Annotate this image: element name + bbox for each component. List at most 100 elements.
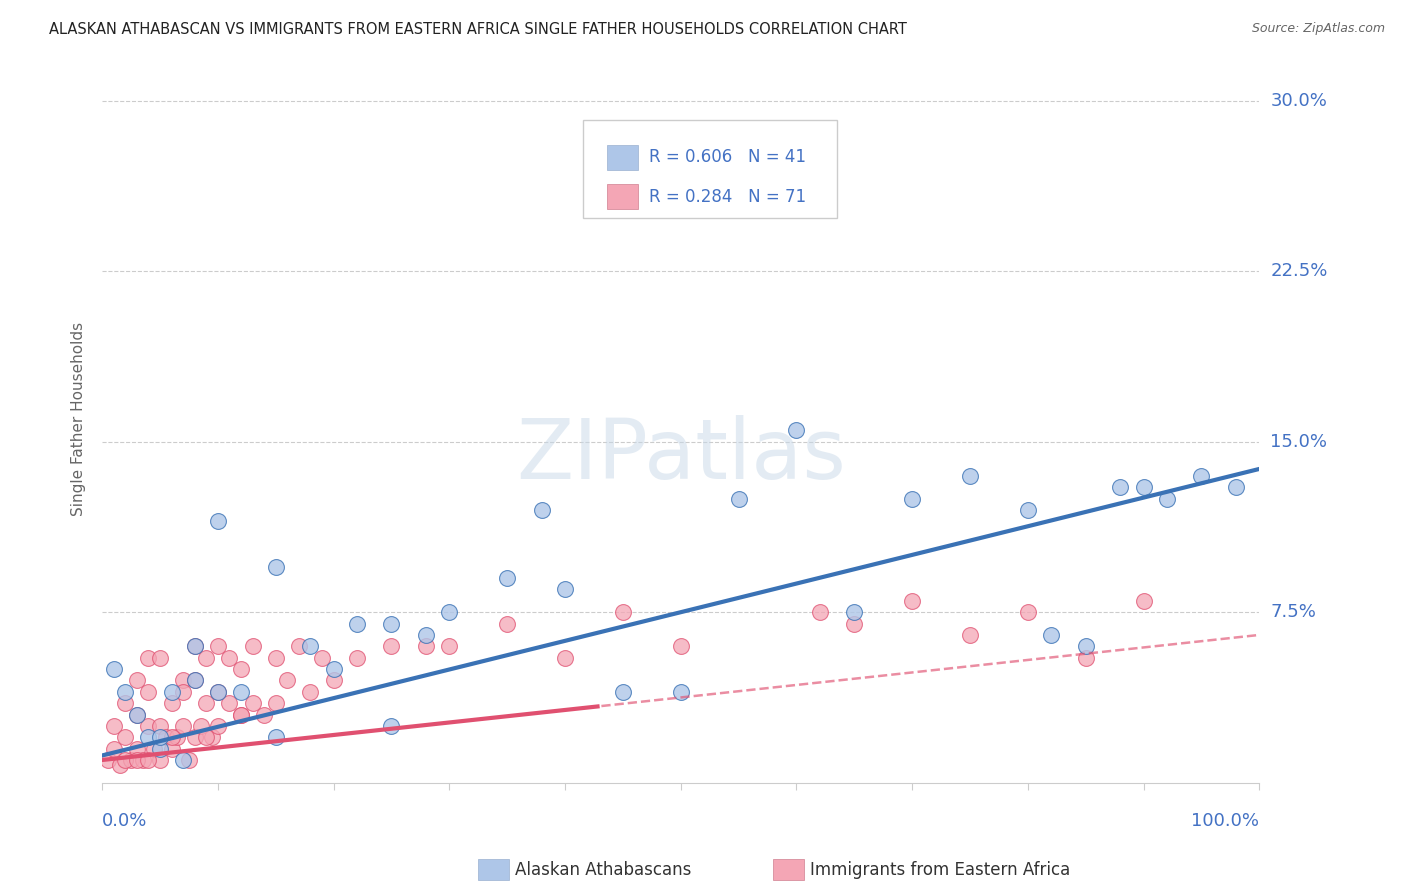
Point <box>1132 480 1154 494</box>
Point <box>125 753 148 767</box>
Point <box>125 673 148 688</box>
Point <box>172 685 194 699</box>
Point <box>439 640 461 654</box>
Point <box>264 559 287 574</box>
Point <box>242 640 264 654</box>
Point <box>207 640 229 654</box>
Point <box>1109 480 1132 494</box>
Point <box>195 731 218 745</box>
Text: 100.0%: 100.0% <box>1191 813 1260 830</box>
Text: R = 0.606   N = 41: R = 0.606 N = 41 <box>650 148 806 166</box>
Point <box>195 696 218 710</box>
Text: 22.5%: 22.5% <box>1271 262 1327 280</box>
Text: Alaskan Athabascans: Alaskan Athabascans <box>515 861 690 879</box>
Point <box>959 468 981 483</box>
Point <box>1039 628 1062 642</box>
Point <box>229 707 252 722</box>
Point <box>149 731 172 745</box>
Point <box>149 741 172 756</box>
Point <box>264 650 287 665</box>
Point <box>138 753 160 767</box>
Point <box>253 707 276 722</box>
Point <box>207 685 229 699</box>
Point <box>218 650 240 665</box>
Point <box>172 673 194 688</box>
Point <box>190 719 212 733</box>
Text: ALASKAN ATHABASCAN VS IMMIGRANTS FROM EASTERN AFRICA SINGLE FATHER HOUSEHOLDS CO: ALASKAN ATHABASCAN VS IMMIGRANTS FROM EA… <box>49 22 907 37</box>
Point <box>229 662 252 676</box>
Point <box>114 685 136 699</box>
Point <box>439 605 461 619</box>
Point <box>114 731 136 745</box>
Point <box>496 616 519 631</box>
Point <box>184 640 207 654</box>
Point <box>149 650 172 665</box>
Point <box>959 628 981 642</box>
Point <box>207 719 229 733</box>
Point <box>103 662 125 676</box>
Point <box>669 685 692 699</box>
Point <box>160 731 183 745</box>
Point <box>207 685 229 699</box>
Point <box>415 628 437 642</box>
Point <box>184 673 207 688</box>
Point <box>276 673 298 688</box>
Text: Source: ZipAtlas.com: Source: ZipAtlas.com <box>1251 22 1385 36</box>
Point <box>264 696 287 710</box>
Point <box>160 741 183 756</box>
Point <box>612 605 634 619</box>
Point <box>808 161 831 176</box>
Point <box>160 696 183 710</box>
Point <box>901 491 924 506</box>
Point <box>120 753 142 767</box>
Point <box>195 650 218 665</box>
Y-axis label: Single Father Households: Single Father Households <box>72 322 86 516</box>
Text: 0.0%: 0.0% <box>103 813 148 830</box>
Point <box>322 673 344 688</box>
Point <box>1156 491 1178 506</box>
Point <box>184 673 207 688</box>
Text: 15.0%: 15.0% <box>1271 433 1327 450</box>
Point <box>727 491 749 506</box>
Point <box>299 640 322 654</box>
Point <box>1074 650 1097 665</box>
Point <box>108 757 131 772</box>
Point <box>149 719 172 733</box>
Point <box>808 605 831 619</box>
Point <box>207 514 229 528</box>
Point <box>103 719 125 733</box>
Point <box>155 731 177 745</box>
Point <box>166 731 188 745</box>
Point <box>554 582 576 597</box>
Point <box>844 605 866 619</box>
Point <box>138 731 160 745</box>
Point <box>149 753 172 767</box>
Text: Immigrants from Eastern Africa: Immigrants from Eastern Africa <box>810 861 1070 879</box>
Point <box>138 685 160 699</box>
Text: 7.5%: 7.5% <box>1271 603 1316 621</box>
Point <box>530 503 553 517</box>
Point <box>299 685 322 699</box>
Point <box>1225 480 1247 494</box>
Point <box>311 650 333 665</box>
Point <box>114 753 136 767</box>
Point <box>785 423 807 437</box>
Point <box>322 662 344 676</box>
Point <box>125 741 148 756</box>
Point <box>554 650 576 665</box>
Point <box>114 696 136 710</box>
Point <box>172 753 194 767</box>
Point <box>160 685 183 699</box>
Text: 30.0%: 30.0% <box>1271 92 1327 110</box>
Point <box>125 707 148 722</box>
Point <box>1132 594 1154 608</box>
Point <box>380 640 402 654</box>
Point <box>844 616 866 631</box>
Point <box>346 650 368 665</box>
Point <box>242 696 264 710</box>
Point <box>131 753 153 767</box>
Text: ZIPatlas: ZIPatlas <box>516 415 845 496</box>
Point <box>125 707 148 722</box>
Point <box>218 696 240 710</box>
Point <box>346 616 368 631</box>
